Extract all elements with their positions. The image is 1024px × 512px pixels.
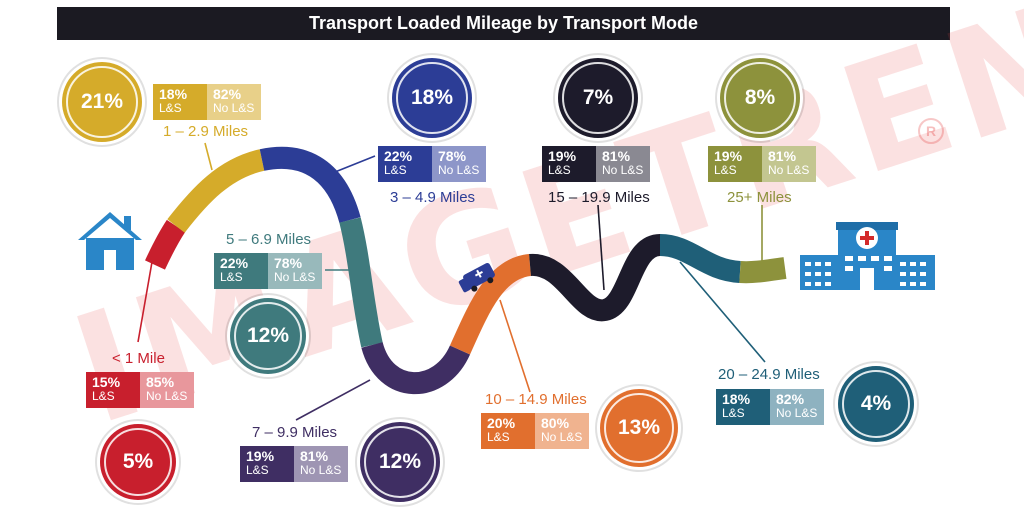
ls-boxes-1to3: 18% L&S 82% No L&S (153, 84, 261, 120)
leader-7to10 (295, 379, 371, 421)
miles-label-25plus: 25+ Miles (727, 189, 792, 206)
leader-15to20 (597, 204, 605, 291)
road-segment-lt1 (145, 219, 186, 270)
ls-box: 18% L&S (716, 389, 770, 425)
chart-title: Transport Loaded Mileage by Transport Mo… (57, 7, 950, 40)
ls-boxes-15to20: 19% L&S 81% No L&S (542, 146, 650, 182)
ls-boxes-3to5: 22% L&S 78% No L&S (378, 146, 486, 182)
road-segment-10to15 (449, 254, 532, 355)
ls-box: 20% L&S (481, 413, 535, 449)
ls-boxes-7to10: 19% L&S 81% No L&S (240, 446, 348, 482)
no-ls-box: 82% No L&S (207, 84, 261, 120)
ls-boxes-20to25: 18% L&S 82% No L&S (716, 389, 824, 425)
ls-box: 19% L&S (240, 446, 294, 482)
share-circle-5to7: 12% (230, 298, 306, 374)
ls-boxes-5to7: 22% L&S 78% No L&S (214, 253, 322, 289)
ls-box: 18% L&S (153, 84, 207, 120)
no-ls-box: 85% No L&S (140, 372, 194, 408)
share-circle-lt1: 5% (100, 424, 176, 500)
road-segment-15to20 (529, 234, 662, 322)
house-icon (78, 212, 142, 270)
no-ls-box: 78% No L&S (268, 253, 322, 289)
share-circle-3to5: 18% (392, 58, 472, 138)
road-segment-20to25 (659, 234, 742, 283)
no-ls-box: 81% No L&S (294, 446, 348, 482)
leader-3to5 (334, 155, 376, 173)
ls-box: 22% L&S (214, 253, 268, 289)
ls-box: 22% L&S (378, 146, 432, 182)
ambulance-icon (458, 262, 495, 293)
hospital-icon (800, 222, 935, 290)
no-ls-box: 81% No L&S (762, 146, 816, 182)
miles-label-20to25: 20 – 24.9 Miles (718, 366, 820, 383)
ls-boxes-10to15: 20% L&S 80% No L&S (481, 413, 589, 449)
road-segment-5to7 (339, 217, 383, 348)
leader-10to15 (499, 299, 531, 393)
miles-label-5to7: 5 – 6.9 Miles (226, 231, 312, 248)
leader-1to3 (204, 142, 213, 171)
miles-label-1to3: 1 – 2.9 Miles (163, 123, 249, 140)
road-segment-1to3 (167, 149, 265, 233)
no-ls-box: 78% No L&S (432, 146, 486, 182)
leader-20to25 (679, 261, 766, 363)
share-circle-7to10: 12% (360, 422, 440, 502)
miles-label-15to20: 15 – 19.9 Miles (548, 189, 650, 206)
ls-box: 15% L&S (86, 372, 140, 408)
road-segment-3to5 (259, 146, 361, 224)
no-ls-box: 82% No L&S (770, 389, 824, 425)
road-segment-7to10 (361, 341, 471, 395)
share-circle-1to3: 21% (62, 62, 142, 142)
road-segment-25plus (739, 257, 787, 284)
ls-boxes-lt1: 15% L&S 85% No L&S (86, 372, 194, 408)
share-circle-25plus: 8% (720, 58, 800, 138)
miles-label-10to15: 10 – 14.9 Miles (485, 391, 587, 408)
ls-box: 19% L&S (708, 146, 762, 182)
no-ls-box: 81% No L&S (596, 146, 650, 182)
ls-box: 19% L&S (542, 146, 596, 182)
share-circle-15to20: 7% (558, 58, 638, 138)
ls-boxes-25plus: 19% L&S 81% No L&S (708, 146, 816, 182)
leader-lt1 (137, 261, 153, 343)
miles-label-lt1: < 1 Mile (112, 350, 165, 367)
no-ls-box: 80% No L&S (535, 413, 589, 449)
share-circle-10to15: 13% (600, 389, 678, 467)
miles-label-7to10: 7 – 9.9 Miles (252, 424, 338, 441)
share-circle-20to25: 4% (838, 366, 914, 442)
miles-label-3to5: 3 – 4.9 Miles (390, 189, 476, 206)
registered-mark: R (918, 118, 944, 144)
